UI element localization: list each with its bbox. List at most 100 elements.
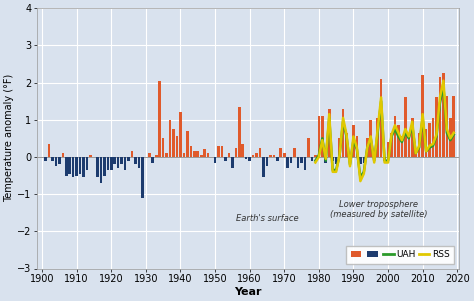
Bar <box>356 136 358 157</box>
Bar <box>276 157 279 161</box>
Bar <box>428 123 431 157</box>
Bar <box>200 155 202 157</box>
Bar <box>328 109 330 157</box>
Bar <box>241 144 244 157</box>
Bar <box>376 118 379 157</box>
Legend: , , UAH, RSS: , , UAH, RSS <box>346 246 455 264</box>
Bar <box>446 95 448 157</box>
Bar <box>162 138 164 157</box>
Bar <box>338 138 341 157</box>
Bar <box>107 157 109 170</box>
Bar <box>280 147 282 157</box>
Bar <box>366 138 369 157</box>
Bar <box>203 150 206 157</box>
Bar <box>217 146 220 157</box>
Bar <box>325 157 327 163</box>
Bar <box>165 153 168 157</box>
Bar <box>252 155 255 157</box>
Bar <box>421 75 424 157</box>
Bar <box>314 155 317 157</box>
Bar <box>172 129 175 157</box>
Bar <box>394 116 396 157</box>
Bar <box>363 157 365 163</box>
Bar <box>131 151 133 157</box>
Bar <box>397 125 400 157</box>
Bar <box>169 120 172 157</box>
Bar <box>86 157 88 170</box>
Y-axis label: Temperature anomaly (°F): Temperature anomaly (°F) <box>4 74 14 203</box>
Bar <box>221 146 223 157</box>
Bar <box>293 147 296 157</box>
Bar <box>124 157 127 170</box>
Bar <box>300 157 303 163</box>
Bar <box>297 157 300 168</box>
Bar <box>453 95 455 157</box>
Bar <box>401 136 403 157</box>
Bar <box>442 73 445 157</box>
Bar <box>48 144 50 157</box>
Bar <box>411 118 413 157</box>
Bar <box>141 157 144 198</box>
Bar <box>245 157 247 159</box>
Bar <box>113 157 116 164</box>
X-axis label: Year: Year <box>234 287 262 297</box>
Bar <box>342 109 344 157</box>
Bar <box>231 157 234 168</box>
Bar <box>96 157 99 177</box>
Bar <box>51 157 54 161</box>
Bar <box>265 157 268 166</box>
Bar <box>310 157 313 161</box>
Bar <box>318 116 320 157</box>
Bar <box>349 157 351 164</box>
Bar <box>58 157 61 164</box>
Bar <box>127 157 130 161</box>
Bar <box>390 133 393 157</box>
Bar <box>432 118 434 157</box>
Bar <box>321 116 324 157</box>
Bar <box>248 157 251 161</box>
Bar <box>148 153 151 157</box>
Bar <box>359 157 362 164</box>
Bar <box>137 157 140 168</box>
Bar <box>387 142 389 157</box>
Bar <box>418 133 420 157</box>
Bar <box>120 157 123 164</box>
Bar <box>110 157 112 170</box>
Bar <box>75 157 78 175</box>
Bar <box>259 147 261 157</box>
Bar <box>283 153 285 157</box>
Bar <box>304 157 306 170</box>
Bar <box>44 157 47 161</box>
Bar <box>269 155 272 157</box>
Bar <box>262 157 265 177</box>
Bar <box>373 157 375 161</box>
Bar <box>273 155 275 157</box>
Text: Lower troposphere
(measured by satellite): Lower troposphere (measured by satellite… <box>330 200 428 219</box>
Bar <box>345 133 348 157</box>
Bar <box>158 81 161 157</box>
Bar <box>425 129 428 157</box>
Bar <box>155 155 157 157</box>
Bar <box>449 118 452 157</box>
Bar <box>331 157 334 161</box>
Bar <box>228 153 230 157</box>
Bar <box>82 157 85 177</box>
Bar <box>100 157 102 183</box>
Bar <box>79 157 82 174</box>
Bar <box>196 151 199 157</box>
Bar <box>438 77 441 157</box>
Bar <box>103 157 106 175</box>
Bar <box>72 157 74 177</box>
Bar <box>182 153 185 157</box>
Bar <box>255 153 258 157</box>
Bar <box>89 155 92 157</box>
Bar <box>214 157 216 163</box>
Text: Earth's surface: Earth's surface <box>236 214 298 223</box>
Bar <box>404 98 407 157</box>
Bar <box>286 157 289 168</box>
Bar <box>408 136 410 157</box>
Bar <box>179 112 182 157</box>
Bar <box>65 157 68 175</box>
Bar <box>235 147 237 157</box>
Bar <box>190 146 192 157</box>
